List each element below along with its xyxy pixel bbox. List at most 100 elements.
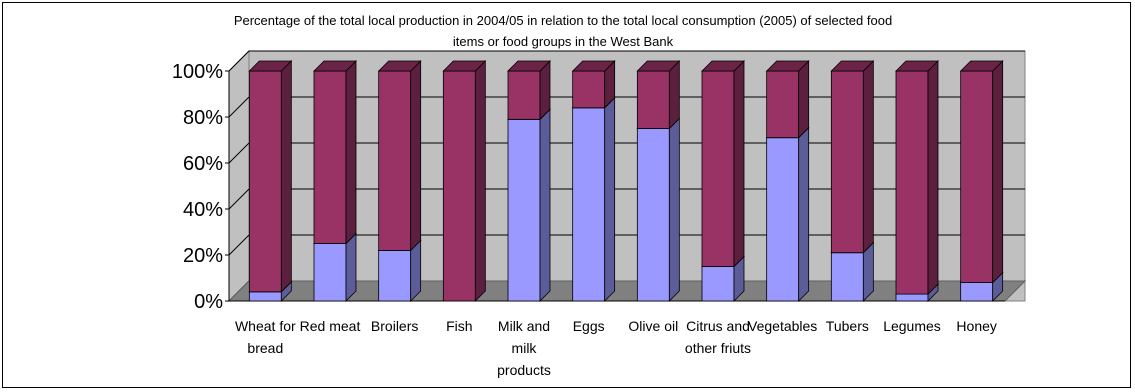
bar-remainder <box>765 60 810 139</box>
bar-remainder-top <box>636 60 681 72</box>
x-tick-label: Red meat <box>300 318 361 334</box>
x-tick-label: Olive oil <box>628 318 678 334</box>
x-tick-label: Broilers <box>371 318 418 334</box>
bar-remainder-front <box>960 70 994 284</box>
bar-remainder-front <box>895 70 929 295</box>
bar-remainder-top <box>442 60 487 72</box>
bar-remainder-front <box>830 70 864 254</box>
bar-remainder <box>248 60 293 293</box>
bar-remainder-front <box>378 70 412 251</box>
bar-remainder-front <box>572 70 606 109</box>
gridline-side <box>228 234 250 256</box>
bar-remainder-front <box>636 70 670 129</box>
y-tick-label: 0% <box>194 291 223 313</box>
x-tick-label: Citrus and other friuts <box>685 318 751 356</box>
bar-remainder-top <box>765 60 810 72</box>
bar-remainder-top <box>248 60 293 72</box>
bar-remainder <box>377 60 422 252</box>
bar-production-side <box>410 239 422 302</box>
bar-production-side <box>668 117 680 302</box>
gridline-side <box>228 96 250 118</box>
gridline-side <box>228 50 250 72</box>
bar-production-front <box>313 243 347 302</box>
bar-remainder-front <box>507 70 541 120</box>
bar-remainder-side <box>410 60 422 252</box>
bar-remainder <box>442 60 487 302</box>
chart-title: Percentage of the total local production… <box>234 13 892 49</box>
bar-production-front <box>830 252 864 302</box>
x-tick-label: Vegetables <box>748 318 817 334</box>
bar-remainder-top <box>507 60 551 72</box>
bar-remainder <box>701 60 745 268</box>
bar-production-front <box>636 128 670 302</box>
y-tick-label: 60% <box>183 153 223 175</box>
x-tick-label: Eggs <box>573 318 605 334</box>
bar-remainder-front <box>766 70 800 139</box>
x-tick-label: Tubers <box>826 318 869 334</box>
bar-remainder-top <box>895 60 939 72</box>
bar-remainder-top <box>830 60 875 72</box>
bar-production <box>636 117 681 302</box>
bar-remainder <box>571 60 616 109</box>
x-tick-label: Wheat for bread <box>235 318 296 356</box>
bar-remainder-top <box>377 60 422 72</box>
bar-production-front <box>960 282 994 302</box>
bar-remainder <box>313 60 357 245</box>
bar-remainder-front <box>442 70 476 302</box>
bar-remainder-side <box>798 60 810 139</box>
y-tick-label: 40% <box>183 199 223 221</box>
y-tick-label: 80% <box>183 107 223 129</box>
y-axis-ticks: 0% 20% 40% 60% 80% 100% <box>172 61 229 313</box>
gridline-side <box>228 188 250 210</box>
x-tick-label: Legumes <box>883 318 941 334</box>
side-wall <box>228 49 250 303</box>
bar-remainder-side <box>992 60 1004 284</box>
bar-production-side <box>345 232 357 302</box>
chart-title-line-2: items or food groups in the West Bank <box>453 34 674 49</box>
bars <box>248 60 1004 302</box>
x-tick-label: Honey <box>956 318 996 334</box>
bar-remainder-top <box>701 60 745 72</box>
bar-remainder-top <box>571 60 616 72</box>
bar-production-side <box>798 126 810 302</box>
chart-frame: Percentage of the total local production… <box>2 2 1131 388</box>
x-tick-label: Fish <box>446 318 472 334</box>
bar-remainder-side <box>668 60 680 130</box>
bar-production-front <box>507 118 541 302</box>
chart: Percentage of the total local production… <box>172 13 1027 378</box>
gridline-side <box>228 142 250 164</box>
bar-remainder-front <box>248 70 282 293</box>
bar-production <box>377 239 422 302</box>
bar-remainder-side <box>345 60 357 245</box>
bar-production-front <box>248 291 282 302</box>
bar-production <box>765 126 810 302</box>
bar-production-front <box>701 266 735 302</box>
bar-remainder <box>895 60 939 296</box>
bar-remainder <box>636 60 681 130</box>
x-tick-label: Milk and milk products <box>497 318 551 378</box>
bar-remainder-front <box>701 70 735 267</box>
bar-remainder-side <box>862 60 874 254</box>
y-tick-label: 100% <box>172 61 223 83</box>
bar-remainder-side <box>733 60 745 268</box>
chart-title-line-1: Percentage of the total local production… <box>234 13 892 28</box>
bar-remainder <box>959 60 1004 284</box>
bar-remainder-side <box>927 60 939 296</box>
bar-production-side <box>604 96 616 302</box>
y-tick-label: 20% <box>183 245 223 267</box>
bar-remainder <box>830 60 875 254</box>
bar-production <box>830 241 875 302</box>
bar-production-side <box>539 108 551 302</box>
bar-remainder-side <box>474 60 486 302</box>
bar-production <box>571 96 616 302</box>
bar-production <box>507 108 551 302</box>
bar-remainder-top <box>959 60 1004 72</box>
bar-production-front <box>572 107 606 302</box>
bar-remainder-front <box>313 70 347 244</box>
bar-remainder-side <box>280 60 292 293</box>
bar-production-front <box>895 293 929 302</box>
bar-remainder-top <box>313 60 357 72</box>
bar-remainder <box>507 60 551 121</box>
bar-production-front <box>766 137 800 302</box>
